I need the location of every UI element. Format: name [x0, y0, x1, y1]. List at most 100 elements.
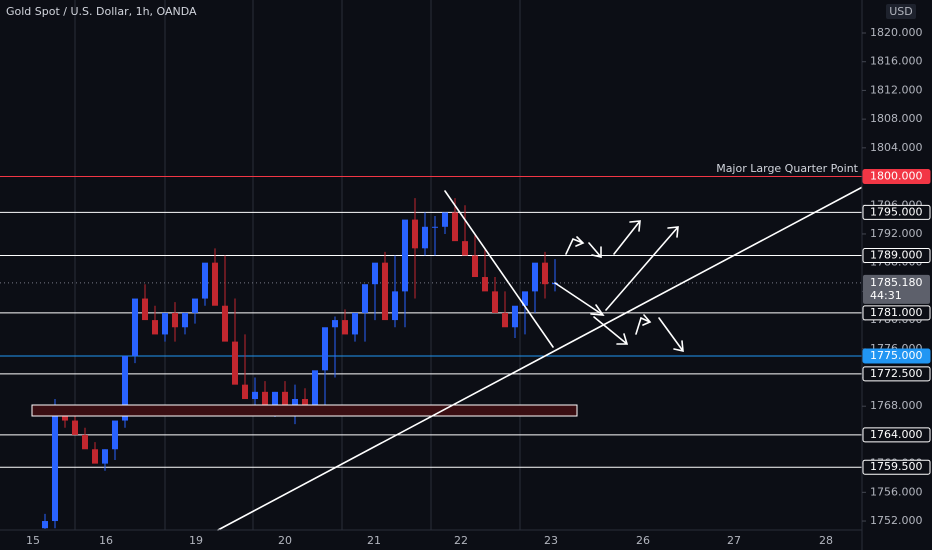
candle-body: [282, 391, 288, 414]
last-price-box: [863, 274, 930, 304]
candle-body: [172, 312, 178, 328]
level-label-box: [862, 366, 931, 382]
candle-body: [122, 355, 128, 421]
arrow: [635, 314, 652, 335]
y-tick-label: 1804.000: [870, 141, 923, 154]
candle-body: [62, 413, 68, 421]
candle-body: [142, 298, 148, 321]
candle-body: [82, 434, 88, 450]
candle-body: [112, 420, 118, 450]
trend-line: [444, 190, 554, 348]
candle-body: [192, 298, 198, 313]
y-tick-label: 1816.000: [870, 55, 923, 68]
chart-title: Gold Spot / U.S. Dollar, 1h, OANDA: [6, 5, 197, 18]
candle-body: [462, 241, 468, 256]
grid: [74, 0, 521, 530]
candle-body: [382, 262, 388, 321]
candle-body: [152, 320, 158, 335]
x-tick-label: 20: [278, 534, 292, 547]
candle-body: [392, 291, 398, 321]
y-tick-label: 1820.000: [870, 26, 923, 39]
level-label-box: [862, 305, 931, 321]
candle-body: [202, 262, 208, 299]
level-label: 1759.500: [870, 460, 923, 473]
candle-body: [432, 226, 438, 228]
x-tick-label: 19: [189, 534, 203, 547]
levels: [0, 176, 862, 468]
y-tick-label: 1792.000: [870, 227, 923, 240]
x-tick-label: 16: [99, 534, 113, 547]
candle-body: [272, 391, 278, 407]
arrow: [613, 220, 641, 255]
candle-body: [92, 449, 98, 464]
candle-body: [212, 262, 218, 306]
arrow: [658, 317, 684, 353]
x-tick-label: 15: [26, 534, 40, 547]
candle-body: [322, 327, 328, 371]
arrow: [605, 226, 679, 311]
arrow: [588, 242, 602, 258]
axis: 1752.0001756.0001760.0001764.0001768.000…: [26, 26, 931, 547]
candle-body: [402, 219, 408, 292]
x-tick-label: 26: [636, 534, 650, 547]
countdown: 44:31: [870, 289, 902, 302]
candle-body: [252, 391, 258, 400]
drawings: [31, 182, 871, 531]
x-tick-label: 27: [727, 534, 741, 547]
candle-body: [302, 399, 308, 407]
candle-body: [132, 298, 138, 356]
candle-body: [52, 413, 58, 522]
candle-body: [102, 449, 108, 464]
candle-body: [222, 305, 228, 342]
level-label-box: [862, 348, 931, 364]
candle-body: [412, 219, 418, 249]
level-label: 1781.000: [870, 306, 923, 319]
candle-body: [482, 277, 488, 292]
currency: USD: [889, 5, 913, 18]
candle-body: [452, 212, 458, 242]
candle-body: [492, 291, 498, 313]
candle-body: [422, 226, 428, 249]
y-tick-label: 1808.000: [870, 112, 923, 125]
y-tick-label: 1812.000: [870, 83, 923, 96]
level-label-box: [862, 204, 931, 220]
level-label: 1772.500: [870, 367, 923, 380]
candle-body: [502, 312, 508, 328]
trend-line: [217, 182, 871, 531]
candle-body: [362, 284, 368, 313]
level-label-box: [862, 427, 931, 443]
candle-body: [72, 420, 78, 435]
x-tick-label: 28: [819, 534, 833, 547]
annotation: Major Large Quarter Point: [716, 162, 858, 175]
arrow: [593, 316, 629, 345]
candle-body: [532, 262, 538, 292]
candle-body: [162, 312, 168, 335]
x-tick-label: 23: [544, 534, 558, 547]
candle-body: [312, 370, 318, 407]
level-label-box: [862, 169, 931, 185]
arrow: [565, 236, 585, 255]
candle-body: [472, 255, 478, 278]
candle-body: [332, 320, 338, 328]
level-label: 1800.000: [870, 170, 923, 183]
y-tick-label: 1752.000: [870, 514, 923, 527]
candle-body: [442, 212, 448, 227]
candle-body: [372, 262, 378, 285]
x-tick-label: 21: [367, 534, 381, 547]
y-tick-label: 1756.000: [870, 485, 923, 498]
arrow: [554, 282, 605, 316]
candle-body: [242, 384, 248, 400]
demand-zone: [31, 404, 578, 417]
candle-body: [342, 320, 348, 335]
x-tick-label: 22: [454, 534, 468, 547]
level-label-box: [862, 247, 931, 263]
candle-body: [542, 262, 548, 285]
candle-body: [512, 305, 518, 328]
currency-box: [886, 4, 916, 19]
level-label: 1789.000: [870, 248, 923, 261]
level-label-box: [862, 459, 931, 475]
candles: [42, 198, 558, 529]
candle-body: [182, 312, 188, 328]
candle-body: [352, 312, 358, 335]
